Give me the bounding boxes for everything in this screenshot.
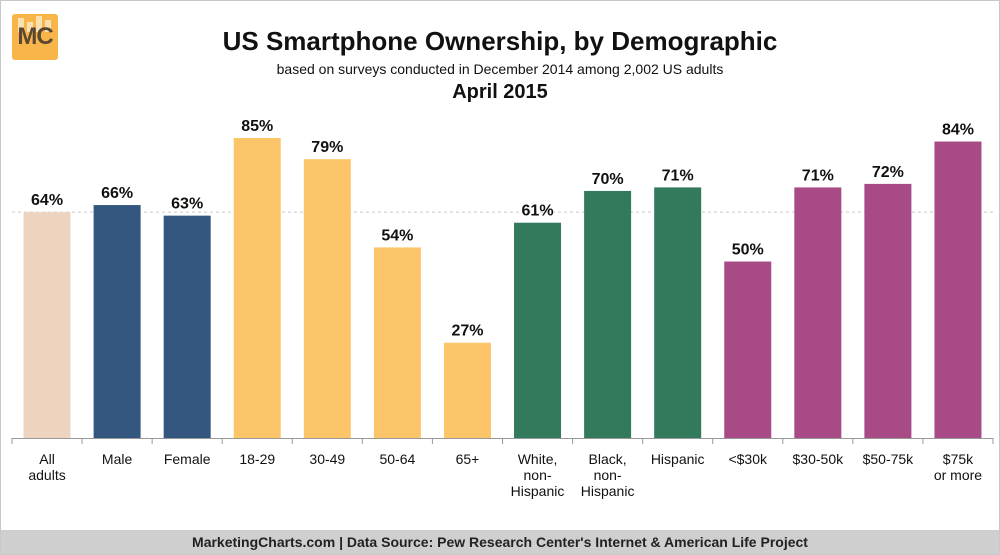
data-label: 71% xyxy=(802,167,834,184)
category-label: Black, non-Hispanic xyxy=(581,451,635,499)
category-label: All adults xyxy=(28,451,65,483)
category-label: 30-49 xyxy=(309,451,345,467)
data-label: 84% xyxy=(942,122,974,139)
bar xyxy=(373,247,421,438)
category-label: $30-50k xyxy=(793,451,845,467)
data-label: 54% xyxy=(381,227,413,244)
bar xyxy=(864,183,912,438)
bar xyxy=(934,141,982,438)
category-label: $50-75k xyxy=(863,451,915,467)
data-label: 72% xyxy=(872,164,904,181)
logo-text: MC xyxy=(17,23,53,50)
category-label: Female xyxy=(164,451,211,467)
data-label: 79% xyxy=(311,139,343,156)
chart-title: US Smartphone Ownership, by Demographic xyxy=(222,26,778,56)
bar xyxy=(654,187,702,438)
bar xyxy=(794,187,842,438)
bar xyxy=(584,190,632,438)
bar xyxy=(93,205,141,438)
bar xyxy=(514,222,562,438)
bar xyxy=(23,212,71,438)
bar xyxy=(163,215,211,438)
data-label: 66% xyxy=(101,185,133,202)
data-label: 85% xyxy=(241,118,273,135)
category-label: 50-64 xyxy=(379,451,415,467)
data-label: 63% xyxy=(171,196,203,213)
category-label: 18-29 xyxy=(239,451,275,467)
category-label: 65+ xyxy=(456,451,480,467)
data-label: 61% xyxy=(522,203,554,220)
category-label: White, non-Hispanic xyxy=(511,451,565,499)
source-footer: MarketingCharts.com | Data Source: Pew R… xyxy=(1,530,999,554)
bar xyxy=(303,159,351,439)
data-label: 71% xyxy=(662,167,694,184)
data-label: 64% xyxy=(31,192,63,209)
marketingcharts-logo: MC xyxy=(12,14,58,60)
category-label: <$30k xyxy=(728,451,768,467)
chart-date: April 2015 xyxy=(452,81,548,103)
bar xyxy=(443,342,491,438)
bar-chart: 64% All adults 66% Male 63% Female 85% 18-29 79% 3… xyxy=(11,118,994,499)
category-label: $75k or more xyxy=(934,451,982,483)
data-label: 70% xyxy=(592,171,624,188)
category-label: Hispanic xyxy=(651,451,705,467)
bar xyxy=(724,261,772,438)
bar xyxy=(233,138,281,438)
data-label: 50% xyxy=(732,242,764,259)
data-label: 27% xyxy=(451,323,483,340)
category-label: Male xyxy=(102,451,133,467)
chart-subtitle: based on surveys conducted in December 2… xyxy=(276,61,724,77)
